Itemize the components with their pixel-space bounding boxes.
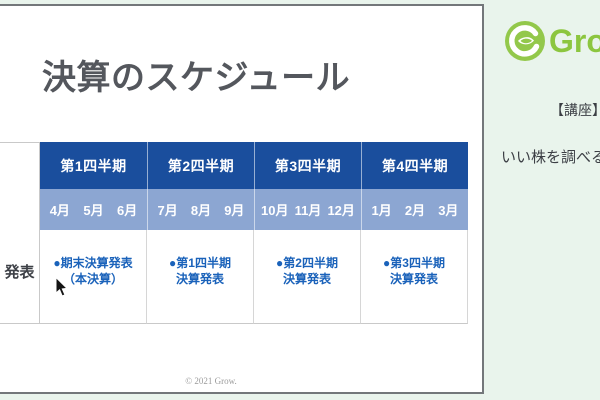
month-label: 12月 bbox=[327, 203, 355, 218]
month-label: 3月 bbox=[438, 203, 459, 218]
event-line2: 決算発表 bbox=[282, 271, 331, 286]
quarter-header-q4: 第4四半期 bbox=[361, 142, 468, 189]
quarter-header-q1: 第1四半期 bbox=[40, 142, 147, 189]
month-label: 7月 bbox=[157, 203, 178, 218]
event-q3: ●第2四半期 決算発表 bbox=[254, 230, 361, 324]
month-label: 4月 bbox=[49, 203, 70, 218]
event-q4: ●第3四半期 決算発表 bbox=[361, 230, 468, 324]
month-label: 1月 bbox=[371, 203, 392, 218]
table-corner-cell bbox=[0, 142, 40, 230]
event-q1: ●期末決算発表 （本決算） bbox=[40, 230, 147, 324]
grow-logo-wordmark: Grow bbox=[549, 23, 600, 59]
quarter-header-q2: 第2四半期 bbox=[147, 142, 254, 189]
course-tag-label: 【講座】 bbox=[550, 102, 600, 118]
grow-logo-icon bbox=[504, 20, 546, 67]
month-label: 10月 bbox=[261, 203, 289, 218]
months-q4: 1月 2月 3月 bbox=[361, 189, 468, 230]
event-line1: ●第2四半期 bbox=[276, 255, 338, 270]
event-line1: ●第3四半期 bbox=[383, 255, 445, 270]
event-q2: ●第1四半期 決算発表 bbox=[147, 230, 254, 324]
event-line2: （本決算） bbox=[62, 271, 123, 286]
month-label: 2月 bbox=[404, 203, 426, 218]
quarter-header-q3: 第3四半期 bbox=[254, 142, 361, 189]
months-q3: 10月 11月 12月 bbox=[254, 189, 361, 230]
month-label: 11月 bbox=[294, 203, 322, 218]
copyright-text: © 2021 Grow. bbox=[185, 376, 237, 386]
month-label: 8月 bbox=[190, 203, 212, 218]
event-line1: ●期末決算発表 bbox=[53, 255, 133, 270]
month-label: 9月 bbox=[224, 203, 245, 218]
event-line2: 決算発表 bbox=[389, 271, 438, 286]
month-label: 6月 bbox=[117, 203, 138, 218]
course-caption: いい株を調べる bbox=[501, 149, 600, 166]
event-line2: 決算発表 bbox=[175, 271, 224, 286]
months-q2: 7月 8月 9月 bbox=[147, 189, 254, 230]
page-title: 決算のスケジュール bbox=[42, 59, 351, 97]
event-line1: ●第1四半期 bbox=[169, 255, 231, 270]
mouse-cursor-icon bbox=[55, 276, 69, 302]
month-label: 5月 bbox=[83, 203, 104, 218]
quarterly-schedule-table: 第1四半期 第2四半期 第3四半期 第4四半期 4月 5月 6月 7月 8月 9… bbox=[0, 142, 468, 324]
months-q1: 4月 5月 6月 bbox=[40, 189, 147, 230]
row-label-happyou: 発表 bbox=[0, 230, 40, 324]
